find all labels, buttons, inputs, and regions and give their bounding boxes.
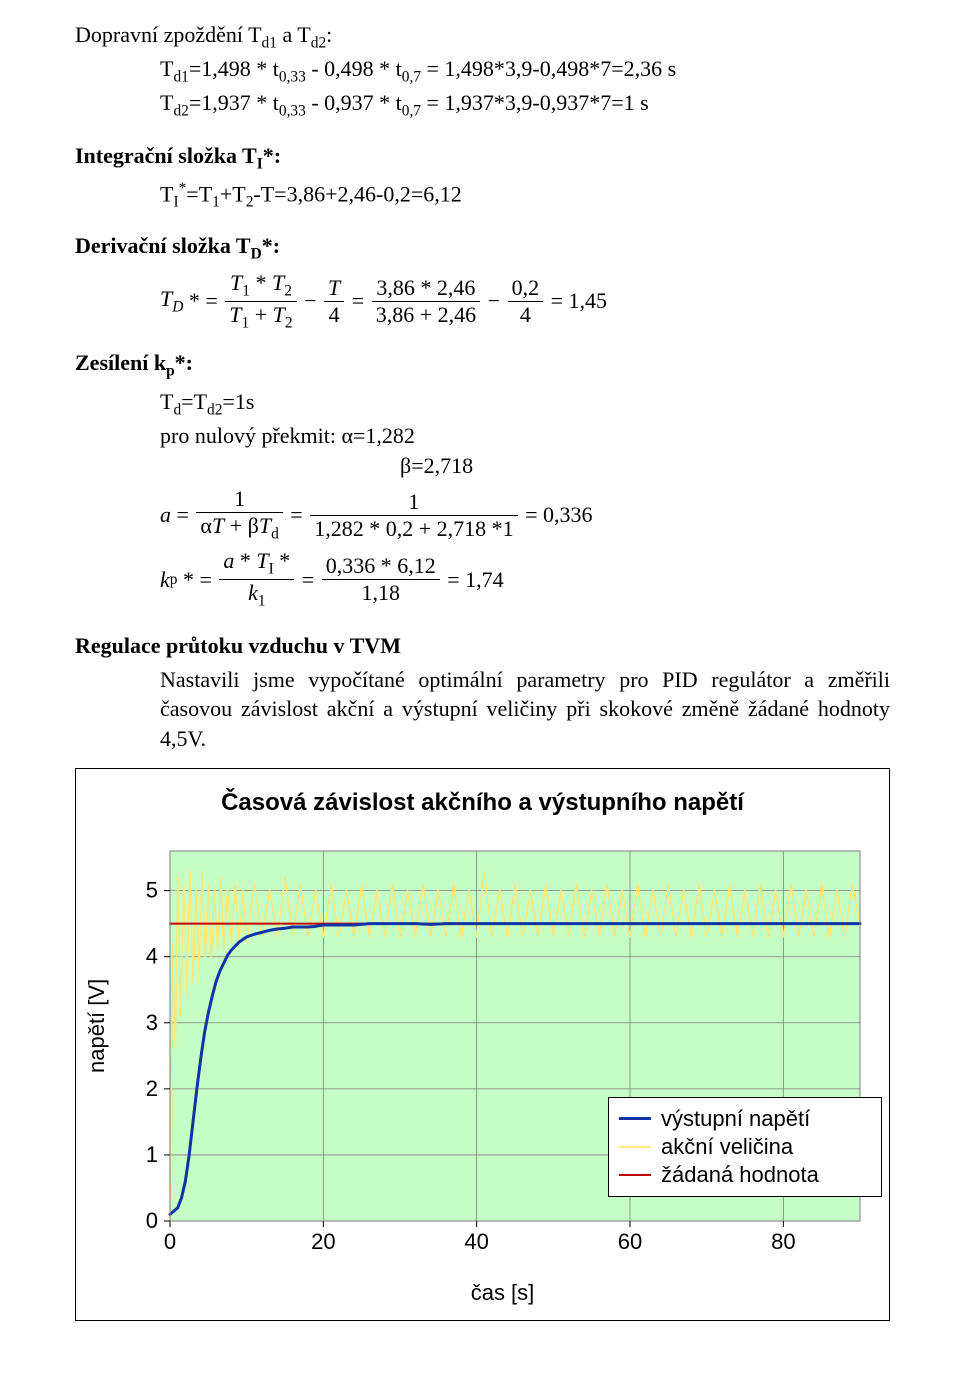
transport-delay-line2: Td2=1,937 * t0,33 - 0,937 * t0,7 = 1,937… <box>160 88 890 122</box>
svg-text:20: 20 <box>311 1229 335 1254</box>
legend-item: výstupní napětí <box>619 1106 871 1132</box>
chart-xlabel: čas [s] <box>126 1280 879 1306</box>
svg-text:0: 0 <box>164 1229 176 1254</box>
gain-zero-line: pro nulový překmit: α=1,282 <box>160 421 890 451</box>
legend-swatch <box>619 1117 651 1120</box>
svg-text:40: 40 <box>464 1229 488 1254</box>
svg-text:3: 3 <box>146 1010 158 1035</box>
legend-swatch <box>619 1174 651 1176</box>
svg-text:1: 1 <box>146 1142 158 1167</box>
svg-text:2: 2 <box>146 1076 158 1101</box>
chart-ylabel: napětí [V] <box>84 1043 110 1073</box>
svg-text:60: 60 <box>618 1229 642 1254</box>
gain-kp-equation: kp * = a * TI *k1 = 0,336 * 6,121,18 = 1… <box>160 550 890 609</box>
transport-delay-heading: Dopravní zpoždění Td1 a Td2: <box>75 20 890 54</box>
legend-swatch <box>619 1146 651 1148</box>
chart-svg: 0 20 40 60 80 0 1 2 3 4 5 <box>108 841 878 1271</box>
document-page: Dopravní zpoždění Td1 a Td2: Td1=1,498 *… <box>0 0 960 1351</box>
svg-text:80: 80 <box>771 1229 795 1254</box>
chart-legend: výstupní napětíakční veličinažádaná hodn… <box>608 1097 882 1197</box>
svg-text:5: 5 <box>146 878 158 903</box>
regulation-heading: Regulace průtoku vzduchu v TVM <box>75 633 890 659</box>
gain-beta-line: β=2,718 <box>400 451 890 481</box>
integration-heading: Integrační složka TI*: <box>75 143 890 173</box>
regulation-body: Nastavili jsme vypočítané optimální para… <box>160 665 890 754</box>
legend-label: žádaná hodnota <box>661 1162 819 1188</box>
gain-td-line: Td=Td2=1s <box>160 387 890 421</box>
gain-a-equation: a = 1αT + βTd = 11,282 * 0,2 + 2,718 *1 … <box>160 488 890 542</box>
integration-line: TI*=T1+T2-T=3,86+2,46-0,2=6,12 <box>160 179 890 214</box>
chart-container: Časová závislost akčního a výstupního na… <box>75 768 890 1321</box>
transport-delay-line1: Td1=1,498 * t0,33 - 0,498 * t0,7 = 1,498… <box>160 54 890 88</box>
svg-text:4: 4 <box>146 944 158 969</box>
legend-label: výstupní napětí <box>661 1106 810 1132</box>
svg-text:0: 0 <box>146 1208 158 1233</box>
derivation-heading: Derivační složka TD*: <box>75 233 890 263</box>
derivation-equation: TD * = T1 * T2T1 + T2 − T4 = 3,86 * 2,46… <box>160 272 890 331</box>
legend-item: akční veličina <box>619 1134 871 1160</box>
gain-heading: Zesílení kp*: <box>75 350 890 380</box>
chart-title: Časová závislost akčního a výstupního na… <box>86 789 879 817</box>
legend-label: akční veličina <box>661 1134 793 1160</box>
legend-item: žádaná hodnota <box>619 1162 871 1188</box>
